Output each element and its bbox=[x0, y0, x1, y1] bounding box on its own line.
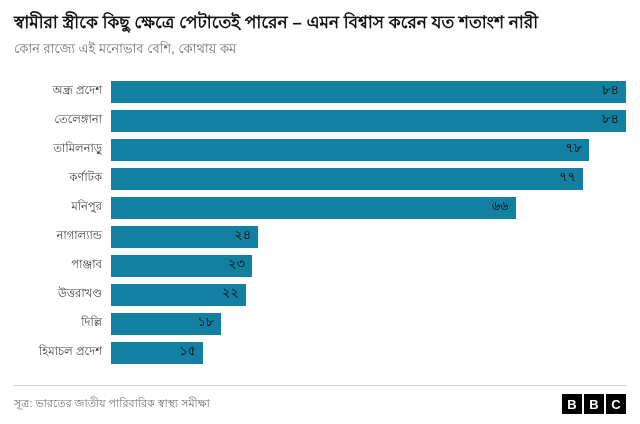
bar: ৭৮ bbox=[111, 138, 590, 161]
bar-value: ২৩ bbox=[228, 256, 245, 272]
chart-row: হিমাচল প্রদেশ ১৫ bbox=[14, 338, 626, 367]
bar-track: ২৪ bbox=[111, 225, 626, 248]
bar-track: ৮৪ bbox=[111, 109, 626, 132]
bar-value: ৬৬ bbox=[491, 198, 509, 214]
bar-label: পাঞ্জাব bbox=[71, 259, 102, 272]
bar: ২২ bbox=[111, 283, 246, 306]
bar-track: ৮৪ bbox=[111, 80, 626, 103]
bar-track: ১৫ bbox=[111, 341, 626, 364]
bar-label: হিমাচল প্রদেশ bbox=[38, 346, 102, 359]
bar: ৮৪ bbox=[111, 109, 626, 132]
bar-track: ২২ bbox=[111, 283, 626, 306]
bar: ২৩ bbox=[111, 254, 252, 277]
chart-row: তামিলনাড়ু ৭৮ bbox=[14, 135, 626, 164]
bar-label: কর্ণাটক bbox=[69, 172, 102, 185]
bar-chart: অন্ধ্র প্রদেশ ৮৪ তেলেঙ্গানা ৮৪ তামিলনাড়ু ৭৮ ক… bbox=[14, 77, 626, 377]
chart-footer: সূত্র: ভারতের জাতীয় পারিবারিক স্বাস্থ্য… bbox=[14, 385, 626, 414]
bar-value: ৮৪ bbox=[602, 111, 619, 127]
bar-track: ৭৭ bbox=[111, 167, 626, 190]
bar-value: ৭৭ bbox=[559, 169, 577, 185]
bar: ৭৭ bbox=[111, 167, 584, 190]
bar-value: ২২ bbox=[221, 285, 239, 301]
chart-row: নাগাল্যান্ড ২৪ bbox=[14, 222, 626, 251]
chart-row: তেলেঙ্গানা ৮৪ bbox=[14, 106, 626, 135]
bar: ৬৬ bbox=[111, 196, 516, 219]
source-text: সূত্র: ভারতের জাতীয় পারিবারিক স্বাস্থ্য… bbox=[14, 397, 210, 410]
chart-title: স্বামীরা স্ত্রীকে কিছু ক্ষেত্রে পেটাতেই … bbox=[14, 13, 539, 32]
bar-value: ২৪ bbox=[234, 227, 252, 243]
bbc-logo-letter: B bbox=[584, 394, 604, 414]
bar-label: মনিপুর bbox=[71, 201, 102, 214]
bar-value: ৮৪ bbox=[602, 82, 619, 98]
bar-value: ১৮ bbox=[197, 314, 215, 330]
bar-label: দিল্লি bbox=[81, 317, 102, 330]
bbc-logo-letter: B bbox=[562, 394, 582, 414]
bar: ১৮ bbox=[111, 312, 222, 335]
bar-track: ৬৬ bbox=[111, 196, 626, 219]
bar: ৮৪ bbox=[111, 80, 626, 103]
bbc-logo-letter: C bbox=[606, 394, 626, 414]
bar-track: ১৮ bbox=[111, 312, 626, 335]
bar: ২৪ bbox=[111, 225, 259, 248]
chart-row: কর্ণাটক ৭৭ bbox=[14, 164, 626, 193]
chart-subtitle: কোন রাজ্যে এই মনোভাব বেশি, কোথায় কম bbox=[14, 41, 237, 57]
bar-track: ২৩ bbox=[111, 254, 626, 277]
chart-row: অন্ধ্র প্রদেশ ৮৪ bbox=[14, 77, 626, 106]
bar: ১৫ bbox=[111, 341, 203, 364]
chart-row: দিল্লি ১৮ bbox=[14, 309, 626, 338]
bar-value: ১৫ bbox=[179, 343, 196, 359]
bar-label: তেলেঙ্গানা bbox=[54, 114, 102, 127]
chart-row: মনিপুর ৬৬ bbox=[14, 193, 626, 222]
bar-label: নাগাল্যান্ড bbox=[56, 230, 103, 243]
chart-row: উত্তরাখণ্ড ২২ bbox=[14, 280, 626, 309]
bar-label: অন্ধ্র প্রদেশ bbox=[52, 85, 102, 98]
bar-track: ৭৮ bbox=[111, 138, 626, 161]
chart-row: পাঞ্জাব ২৩ bbox=[14, 251, 626, 280]
bar-label: তামিলনাড়ু bbox=[53, 143, 102, 156]
bar-label: উত্তরাখণ্ড bbox=[57, 288, 102, 301]
bar-value: ৭৮ bbox=[565, 140, 583, 156]
